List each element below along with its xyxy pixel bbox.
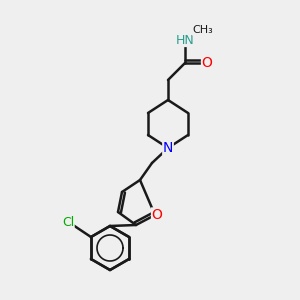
Text: CH₃: CH₃ xyxy=(193,25,213,35)
Text: O: O xyxy=(152,208,162,222)
Text: Cl: Cl xyxy=(62,217,74,230)
Text: O: O xyxy=(202,56,212,70)
Text: HN: HN xyxy=(176,34,194,46)
Text: N: N xyxy=(163,141,173,155)
